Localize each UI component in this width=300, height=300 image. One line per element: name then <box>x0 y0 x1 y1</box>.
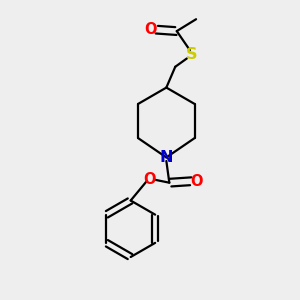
Text: S: S <box>186 47 197 62</box>
Text: N: N <box>160 150 173 165</box>
Text: O: O <box>191 174 203 189</box>
Text: O: O <box>144 22 157 37</box>
Text: O: O <box>144 172 156 187</box>
